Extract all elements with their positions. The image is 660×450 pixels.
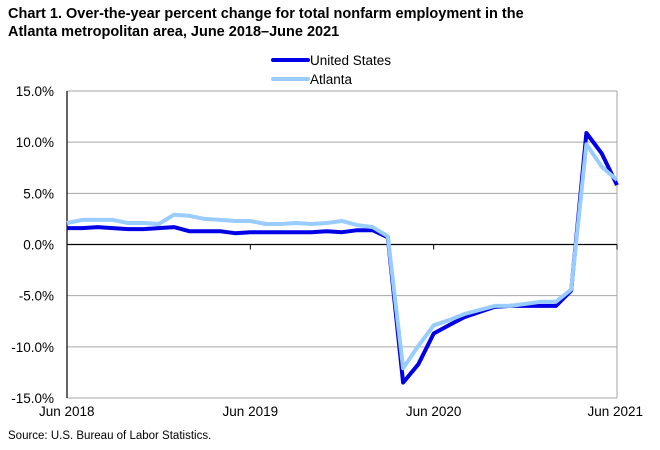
y-tick-label: 10.0% <box>16 135 54 150</box>
chart-title-line-2: Atlanta metropolitan area, June 2018–Jun… <box>8 24 340 40</box>
x-tick-label: Jun 2019 <box>223 404 279 419</box>
y-tick-label: 0.0% <box>23 238 54 253</box>
series-line-united-states <box>67 131 619 385</box>
axes <box>66 91 618 398</box>
x-tick-label: Jun 2021 <box>587 404 643 419</box>
x-axis-tick-labels: Jun 2018 Jun 2019 Jun 2020 Jun 2021 <box>39 404 643 419</box>
legend-label: Atlanta <box>310 72 353 87</box>
x-tick-label: Jun 2018 <box>39 404 95 419</box>
series-lines <box>66 131 619 385</box>
source-note: Source: U.S. Bureau of Labor Statistics. <box>8 430 212 442</box>
y-tick-label: 15.0% <box>16 84 54 99</box>
y-tick-label: -15.0% <box>11 391 54 406</box>
legend: United States Atlanta <box>271 53 391 87</box>
x-tick-label: Jun 2020 <box>406 404 462 419</box>
y-tick-label: -10.0% <box>11 340 54 355</box>
y-tick-label: 5.0% <box>23 186 54 201</box>
chart-title-line-1: Chart 1. Over-the-year percent change fo… <box>8 6 524 22</box>
legend-label: United States <box>310 53 391 68</box>
y-tick-label: -5.0% <box>19 289 54 304</box>
chart-title: Chart 1. Over-the-year percent change fo… <box>8 5 648 41</box>
y-axis-tick-labels: 15.0% 10.0% 5.0% 0.0% -5.0% -10.0% -15.0% <box>11 84 54 406</box>
series-line-atlanta <box>66 142 619 371</box>
